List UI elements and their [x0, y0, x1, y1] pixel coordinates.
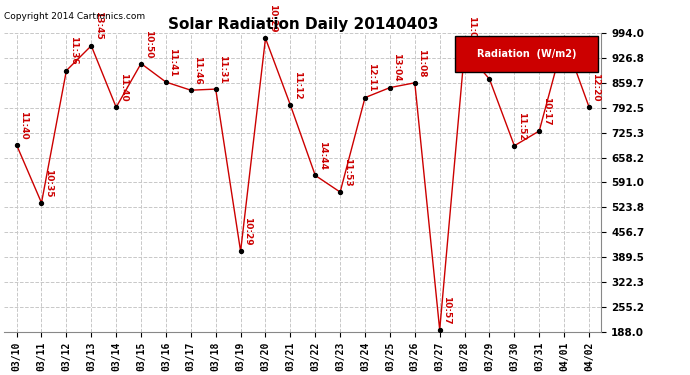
Point	[384, 85, 395, 91]
Point	[335, 189, 346, 195]
Text: 13:45: 13:45	[94, 12, 103, 40]
Text: 10:29: 10:29	[243, 217, 252, 246]
Point	[260, 35, 271, 41]
Text: 11:52: 11:52	[517, 112, 526, 140]
Text: 10:57: 10:57	[442, 296, 451, 324]
Point	[61, 68, 72, 74]
Text: 14:44: 14:44	[318, 141, 327, 170]
Text: 12:20: 12:20	[591, 73, 600, 101]
Point	[310, 172, 321, 178]
Point	[210, 86, 221, 92]
Point	[235, 248, 246, 254]
Point	[135, 60, 146, 66]
Point	[484, 76, 495, 82]
Text: 11:40: 11:40	[19, 111, 28, 140]
Text: 11:36: 11:36	[69, 36, 78, 65]
Text: 13:04: 13:04	[393, 53, 402, 82]
FancyBboxPatch shape	[455, 36, 598, 72]
Text: 10:58: 10:58	[492, 45, 501, 74]
Point	[160, 79, 171, 85]
Point	[434, 327, 445, 333]
Point	[86, 43, 97, 49]
Point	[534, 128, 545, 134]
Text: 11:40: 11:40	[119, 73, 128, 102]
Point	[285, 102, 296, 108]
Text: 11:53: 11:53	[343, 158, 352, 186]
Point	[559, 35, 570, 41]
Text: 10:50: 10:50	[144, 30, 152, 58]
Text: 11:41: 11:41	[168, 48, 177, 76]
Text: 12:11: 12:11	[368, 63, 377, 92]
Text: 11:08: 11:08	[417, 49, 426, 77]
Point	[584, 104, 595, 110]
Text: 11:12: 11:12	[293, 71, 302, 99]
Text: Radiation  (W/m2): Radiation (W/m2)	[477, 49, 577, 59]
Text: Copyright 2014 Cartronics.com: Copyright 2014 Cartronics.com	[4, 12, 146, 21]
Text: 10:29: 10:29	[268, 4, 277, 33]
Title: Solar Radiation Daily 20140403: Solar Radiation Daily 20140403	[168, 17, 438, 32]
Point	[359, 94, 371, 100]
Text: 10:35: 10:35	[44, 169, 53, 197]
Text: 11:46: 11:46	[193, 56, 202, 85]
Text: 10:17: 10:17	[542, 97, 551, 125]
Point	[110, 104, 121, 110]
Point	[186, 87, 197, 93]
Point	[36, 200, 47, 206]
Point	[509, 143, 520, 149]
Point	[409, 80, 420, 86]
Text: 11:31: 11:31	[218, 55, 227, 84]
Point	[459, 47, 470, 53]
Point	[11, 142, 22, 148]
Text: 11:02: 11:02	[467, 16, 476, 45]
